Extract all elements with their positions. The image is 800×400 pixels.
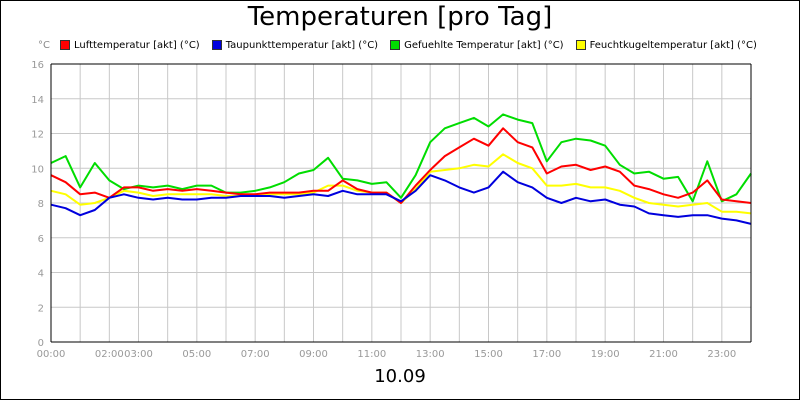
x-tick-label: 11:00 (357, 349, 386, 360)
y-tick-label: 0 (38, 338, 44, 349)
y-tick-label: 10 (31, 164, 44, 175)
y-tick-label: 16 (31, 60, 44, 71)
x-tick-label: 03:00 (124, 349, 153, 360)
legend-swatch-icon (211, 40, 222, 50)
y-tick-label: 2 (38, 303, 44, 314)
legend-entry-taupunkttemperatur: Taupunkttemperatur [akt] (°C) (211, 38, 379, 52)
x-tick-label: 05:00 (182, 349, 211, 360)
legend-swatch-icon (60, 40, 70, 50)
x-tick-label: 07:00 (241, 349, 270, 360)
y-tick-label: 6 (38, 234, 44, 245)
x-tick-label: 09:00 (299, 349, 328, 360)
series-line-2 (50, 113, 752, 203)
y-axis-unit-label: °C (38, 40, 50, 51)
x-tick-label: 23:00 (707, 349, 736, 360)
date-label: 10.09 (374, 366, 426, 387)
x-tick-label: 19:00 (591, 349, 620, 360)
legend-label: Lufttemperatur [akt] (°C) (74, 39, 200, 51)
x-tick-label: 21:00 (649, 349, 678, 360)
legend-swatch-icon (390, 40, 401, 50)
x-tick-label: 17:00 (532, 349, 561, 360)
series-line-1 (50, 170, 752, 225)
legend-label: Taupunkttemperatur [akt] (°C) (225, 39, 379, 51)
y-tick-label: 8 (38, 199, 44, 210)
legend-swatch-icon (575, 40, 586, 50)
x-tick-label: 13:00 (416, 349, 445, 360)
legend-entry-feuchtkugeltemperatur: Feuchtkugeltemperatur [akt] (°C) (575, 38, 757, 52)
y-tick-label: 12 (31, 130, 44, 141)
chart-legend: Lufttemperatur [akt] (°C) Taupunkttemper… (60, 38, 769, 52)
y-tick-label: 14 (31, 95, 44, 106)
x-tick-label: 02:00 (95, 349, 124, 360)
legend-label: Gefuehlte Temperatur [akt] (°C) (404, 39, 564, 51)
legend-entry-lufttemperatur: Lufttemperatur [akt] (°C) (60, 38, 200, 52)
series-line-0 (50, 127, 752, 204)
chart-title: Temperaturen [pro Tag] (247, 2, 553, 32)
x-tick-label: 00:00 (37, 349, 66, 360)
legend-label: Feuchtkugeltemperatur [akt] (°C) (589, 39, 757, 51)
legend-entry-gefuehlte-temperatur: Gefuehlte Temperatur [akt] (°C) (390, 38, 564, 52)
x-tick-label: 15:00 (474, 349, 503, 360)
y-tick-label: 4 (38, 269, 44, 280)
